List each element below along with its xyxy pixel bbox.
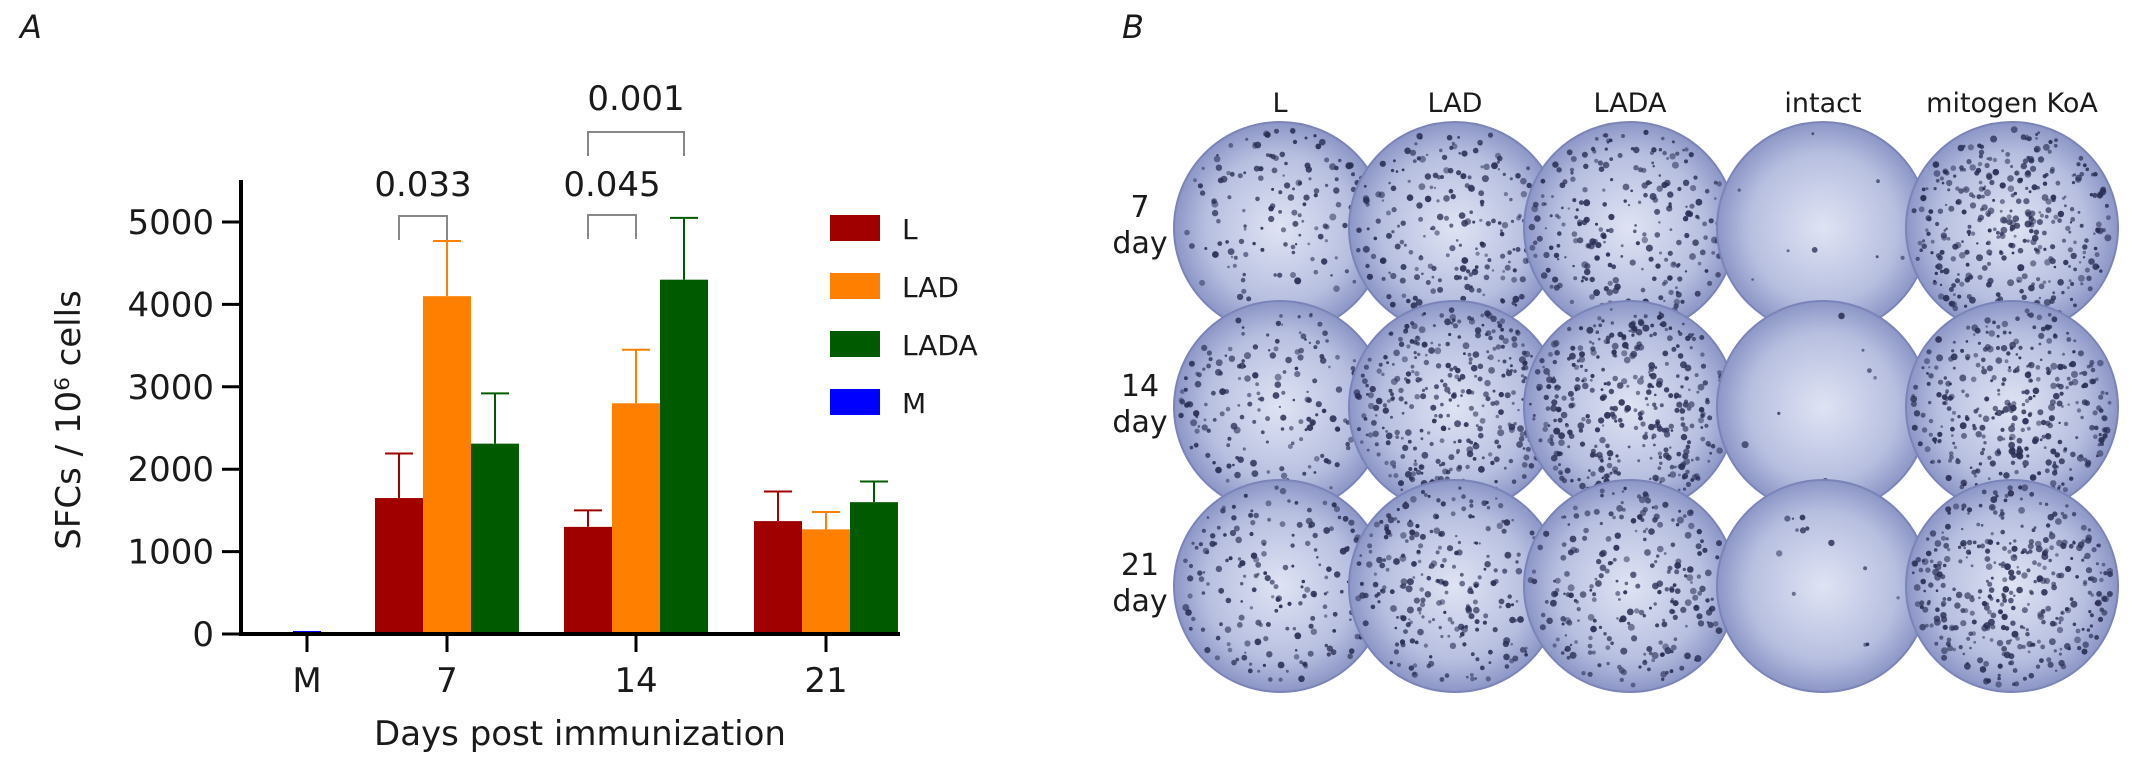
y-tick-label: 3000 <box>127 368 214 408</box>
y-tick-label: 5000 <box>127 203 214 243</box>
y-tick-label: 1000 <box>127 533 214 573</box>
column-label: intact <box>1784 88 1862 119</box>
bar-lad-14 <box>612 403 660 634</box>
y-tick-label: 2000 <box>127 450 214 490</box>
row-unit: day <box>1112 405 1168 440</box>
bar-lad-7 <box>423 296 471 634</box>
elispot-well-14-lada <box>1523 300 1737 514</box>
bar-l-21 <box>754 521 802 634</box>
elispot-well-7-mitogen-koa <box>1905 121 2119 335</box>
legend-swatch-lad <box>830 273 880 299</box>
legend-label-lad: LAD <box>902 271 959 304</box>
significance-bracket <box>398 215 448 240</box>
row-label: 7 day <box>1095 190 1185 262</box>
significance-bracket <box>587 131 685 156</box>
y-axis-title: SFCs / 10⁶ cells <box>49 290 89 550</box>
row-day: 14 <box>1120 369 1160 404</box>
panel-a-label: A <box>20 8 42 46</box>
x-tick-label: 7 <box>436 661 458 701</box>
elispot-well-21-l <box>1173 479 1387 693</box>
column-label: LAD <box>1427 88 1483 119</box>
panel-b-label: B <box>1122 8 1144 46</box>
bar-lada-21 <box>850 502 898 634</box>
x-tick-label: M <box>292 661 321 701</box>
row-unit: day <box>1112 584 1168 619</box>
bar-lad-21 <box>802 529 850 634</box>
column-label: L <box>1272 88 1288 119</box>
legend-label-lada: LADA <box>902 329 978 362</box>
bar-chart: 0 1000 2000 3000 4000 5000 M 7 14 21 0.033 0.045 0… <box>49 79 978 754</box>
p-value-label: 0.001 <box>587 79 684 119</box>
bar-l-7 <box>375 498 423 634</box>
elispot-well-7-l <box>1173 121 1387 335</box>
p-value-label: 0.033 <box>374 165 471 205</box>
row-label: 14 day <box>1095 369 1185 441</box>
elispot-well-21-intact <box>1716 479 1930 693</box>
legend-swatch-l <box>830 215 880 241</box>
bar-lada-14 <box>660 279 708 634</box>
legend-label-l: L <box>902 213 918 246</box>
column-label: LADA <box>1593 88 1667 119</box>
y-tick-label: 4000 <box>127 285 214 325</box>
x-tick-label: 14 <box>614 661 657 701</box>
legend-label-m: M <box>902 387 926 420</box>
x-tick-label: 21 <box>804 661 847 701</box>
p-value-label: 0.045 <box>563 165 660 205</box>
elispot-well-14-mitogen-koa <box>1905 300 2119 514</box>
legend-swatch-m <box>830 389 880 415</box>
y-tick-label: 0 <box>192 615 214 655</box>
elispot-well-21-mitogen-koa <box>1905 479 2119 693</box>
column-label: mitogen KoA <box>1926 88 2098 119</box>
row-day: 21 <box>1120 548 1160 583</box>
bar-lada-7 <box>471 443 519 634</box>
row-day: 7 <box>1130 190 1150 225</box>
row-unit: day <box>1112 226 1168 261</box>
row-label: 21 day <box>1095 548 1185 620</box>
legend-swatch-lada <box>830 331 880 357</box>
significance-bracket <box>587 214 637 239</box>
elispot-well-21-lad <box>1348 479 1562 693</box>
elispot-well-21-lada <box>1523 479 1737 693</box>
bar-l-14 <box>564 526 612 634</box>
x-axis-title: Days post immunization <box>374 714 786 754</box>
